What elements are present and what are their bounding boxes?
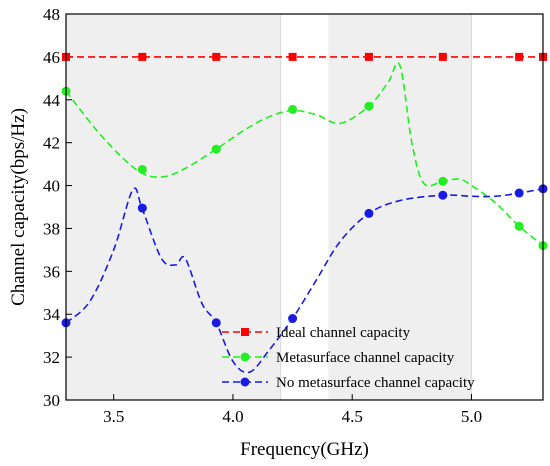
data-point [138,52,147,61]
data-point [137,164,147,174]
legend-label: No metasurface channel capacity [276,375,475,391]
y-tick-label: 46 [43,48,60,67]
data-point [364,52,373,61]
y-tick-label: 32 [43,348,60,367]
x-axis-label: Frequency(GHz) [240,439,369,460]
y-tick-label: 44 [43,91,61,110]
y-tick-label: 34 [43,305,61,324]
data-point [212,52,221,61]
data-point [438,52,447,61]
y-tick-label: 38 [43,219,60,238]
legend-marker [240,377,250,387]
data-point [211,144,221,154]
data-point [438,176,448,186]
x-tick-label: 5.0 [461,407,482,426]
data-point [514,221,524,231]
legend-item: Ideal channel capacity [222,325,411,341]
legend-marker [241,328,249,336]
plot-frame [65,13,544,401]
data-point [364,208,374,218]
legend-item: Metasurface channel capacity [222,350,455,366]
data-point [137,203,147,213]
legend-item: No metasurface channel capacity [222,375,475,391]
series-no-metasurface-channel-capacity [61,184,548,374]
data-point [288,104,298,114]
data-point [515,52,524,61]
data-point [364,101,374,111]
shaded-band [328,14,472,400]
y-ticks: 30 32 34 36 38 40 42 44 46 48 [43,5,72,410]
x-tick-label: 4.5 [342,407,363,426]
legend: Ideal channel capacity Metasurface channe… [222,325,475,391]
data-point [288,314,298,324]
legend-label: Ideal channel capacity [276,325,411,341]
series-layer [61,52,548,374]
y-tick-label: 42 [43,134,60,153]
shaded-band [66,14,281,400]
data-point [514,188,524,198]
data-point [438,190,448,200]
y-tick-label: 40 [43,177,60,196]
y-axis-label: Channel capacity(bps/Hz) [8,108,29,306]
x-tick-label: 4.0 [222,407,243,426]
data-point [211,318,221,328]
y-tick-label: 36 [43,262,60,281]
y-tick-label: 48 [43,5,60,24]
series-line [65,62,544,247]
legend-marker [240,352,250,362]
legend-label: Metasurface channel capacity [276,350,455,366]
shaded-bands [66,14,472,400]
data-point [288,52,297,61]
y-tick-label: 30 [43,391,60,410]
x-tick-label: 3.5 [103,407,124,426]
x-ticks: 3.5 4.0 4.5 5.0 [103,394,482,426]
series-line [65,187,544,374]
